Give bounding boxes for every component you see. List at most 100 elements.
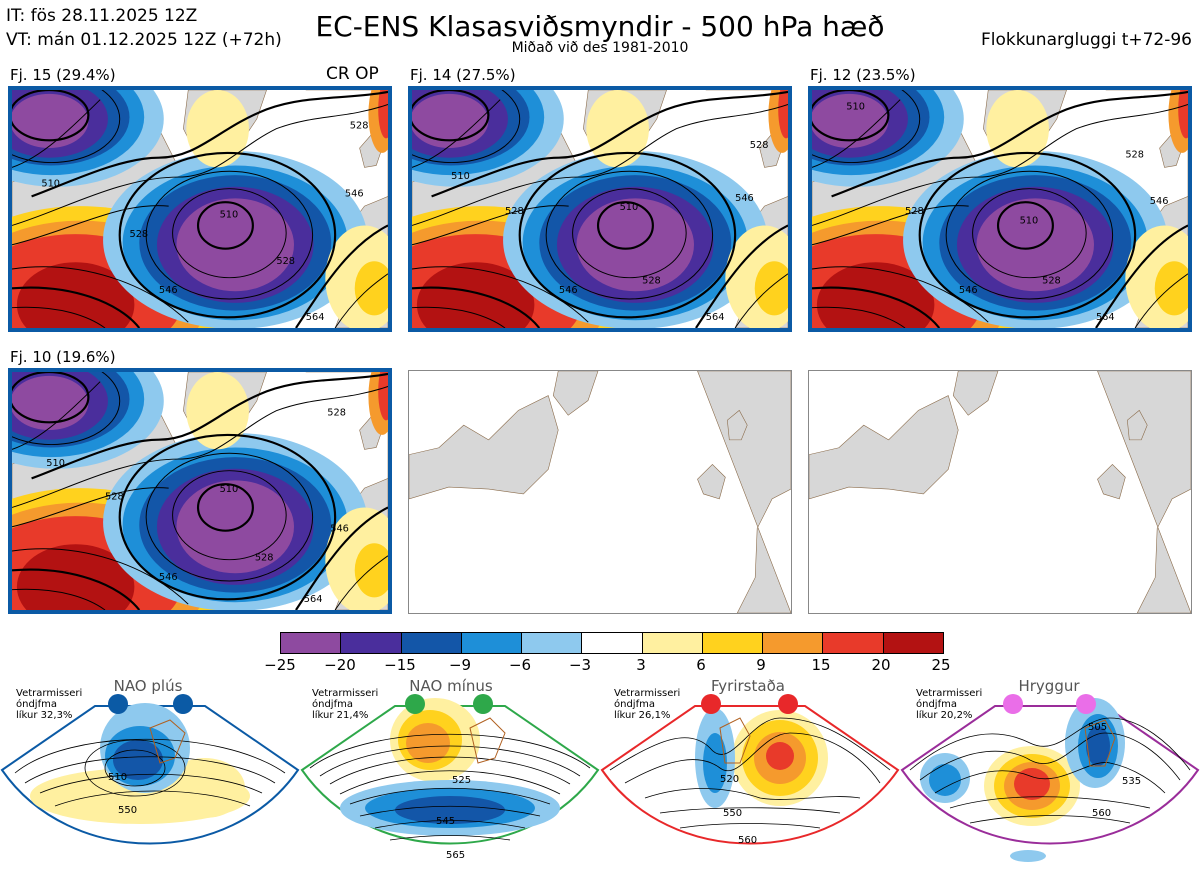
contour-label: 564: [1096, 312, 1115, 323]
contour-label: 546: [735, 193, 754, 204]
valid-time: VT: mán 01.12.2025 12Z (+72h): [6, 30, 282, 50]
regime-dot: [473, 694, 493, 714]
cluster-panel-1[interactable]: 510 510 528 546 528 564 546 528: [8, 86, 392, 332]
colorbar-tick: −25: [264, 656, 296, 674]
regime-dot: [108, 694, 128, 714]
empty-map-5: [409, 371, 791, 613]
contour-label: 510: [220, 484, 239, 495]
colorbar: [280, 632, 944, 654]
colorbar-bin: [883, 633, 943, 653]
contour-label: 560: [1092, 808, 1111, 819]
contour-label: 528: [750, 140, 769, 151]
colorbar-tick: 15: [811, 656, 831, 674]
contour-label: 510: [220, 210, 239, 221]
contour-label: 510: [846, 101, 865, 112]
regime-title-ridge: Hryggur: [1018, 677, 1080, 695]
contour-label: 564: [306, 312, 325, 323]
contour-label: 510: [620, 202, 639, 213]
cluster-map-1: 510 510 528 546 528 564 546 528: [12, 90, 388, 328]
colorbar-bin: [281, 633, 342, 653]
colorbar-tick: −3: [568, 656, 592, 674]
contour-label: 560: [738, 835, 757, 846]
page-title: EC-ENS Klasasviðsmyndir - 500 hPa hæð: [315, 10, 885, 43]
contour-label: 525: [452, 775, 471, 786]
regime-title-nao-minus: NAO mínus: [409, 677, 493, 695]
contour-label: 528: [327, 408, 346, 419]
contour-label: 546: [159, 285, 178, 296]
cluster-map-3: 510 510 528 546 528 564 528 546: [812, 90, 1188, 328]
contour-label: 528: [1125, 150, 1144, 161]
contour-label: 510: [41, 179, 60, 190]
contour-label: 510: [1020, 216, 1039, 227]
contour-label: 528: [276, 256, 295, 267]
contour-label: 510: [46, 458, 65, 469]
regime-map-ridge: 505 535 560: [900, 694, 1200, 862]
colorbar-tick: 25: [931, 656, 951, 674]
contour-label: 510: [451, 171, 470, 182]
regime-dot: [405, 694, 425, 714]
colorbar-tick: 9: [756, 656, 766, 674]
colorbar-tick: 3: [636, 656, 646, 674]
contour-label: 565: [446, 850, 465, 861]
contour-label: 546: [345, 188, 364, 199]
cluster-panel-4[interactable]: 510 510 528 546 528 564 546 528: [8, 368, 392, 614]
cluster-map-4: 510 510 528 546 528 564 546 528: [12, 372, 388, 610]
colorbar-bin: [401, 633, 462, 653]
contour-label: 528: [105, 492, 124, 503]
colorbar-bin: [341, 633, 402, 653]
contour-label: 528: [130, 229, 149, 240]
regime-dot: [778, 694, 798, 714]
colorbar-tick: −6: [508, 656, 532, 674]
page-subtitle: Miðað við des 1981-2010: [511, 40, 689, 56]
regime-dot: [1003, 694, 1023, 714]
contour-label: 546: [330, 524, 349, 535]
colorbar-bin: [582, 633, 643, 653]
cluster-map-2: 510 510 528 546 528 546 564 528: [412, 90, 788, 328]
regime-map-nao-minus: 525 545 565: [300, 694, 600, 861]
contour-label: 546: [159, 572, 178, 583]
contour-label: 535: [1122, 776, 1141, 787]
regime-note-4: Vetrarmisseri óndjfma líkur 20,2%: [916, 688, 983, 721]
empty-map-6: [809, 371, 1191, 613]
panel-label-4: Fj. 10 (19.6%): [10, 348, 116, 366]
contour-label: 528: [255, 553, 274, 564]
regime-map-nao-plus: 510 550: [0, 694, 300, 845]
colorbar-bin: [642, 633, 703, 653]
regime-title-blocking: Fyrirstaða: [711, 677, 785, 695]
colorbar-bin: [461, 633, 523, 653]
empty-panel-6: [808, 370, 1192, 614]
contour-label: 510: [108, 772, 127, 783]
regime-dot: [1076, 694, 1096, 714]
colorbar-bin: [763, 633, 824, 653]
contour-label: 528: [642, 276, 661, 287]
init-time: IT: fös 28.11.2025 12Z: [6, 6, 198, 26]
regime-title-nao-plus: NAO plús: [113, 677, 183, 695]
colorbar-bin: [823, 633, 884, 653]
colorbar-tick: −20: [324, 656, 356, 674]
cluster-panel-2[interactable]: 510 510 528 546 528 546 564 528: [408, 86, 792, 332]
contour-label: 550: [723, 808, 742, 819]
panel-label-3: Fj. 12 (23.5%): [810, 66, 916, 84]
regime-note-2: Vetrarmisseri óndjfma líkur 21,4%: [312, 688, 379, 721]
contour-label: 520: [720, 774, 739, 785]
contour-label: 528: [505, 206, 524, 217]
cluster-panel-3[interactable]: 510 510 528 546 528 564 528 546: [808, 86, 1192, 332]
contour-label: 564: [706, 312, 725, 323]
contour-label: 545: [436, 816, 455, 827]
contour-label: 505: [1088, 722, 1107, 733]
contour-label: 564: [304, 594, 323, 605]
regime-dot: [701, 694, 721, 714]
regime-note-3: Vetrarmisseri óndjfma líkur 26,1%: [614, 688, 681, 721]
contour-label: 528: [350, 121, 369, 132]
panel-label-2: Fj. 14 (27.5%): [410, 66, 516, 84]
colorbar-bin: [702, 633, 764, 653]
contour-label: 546: [1150, 196, 1169, 207]
empty-panel-5: [408, 370, 792, 614]
colorbar-tick: −9: [448, 656, 472, 674]
contour-label: 546: [559, 285, 578, 296]
colorbar-tick: 6: [696, 656, 706, 674]
contour-label: 550: [118, 805, 137, 816]
panel-label-1: Fj. 15 (29.4%): [10, 66, 116, 84]
contour-label: 528: [905, 206, 924, 217]
control-operational-badge: CR OP: [326, 64, 379, 84]
